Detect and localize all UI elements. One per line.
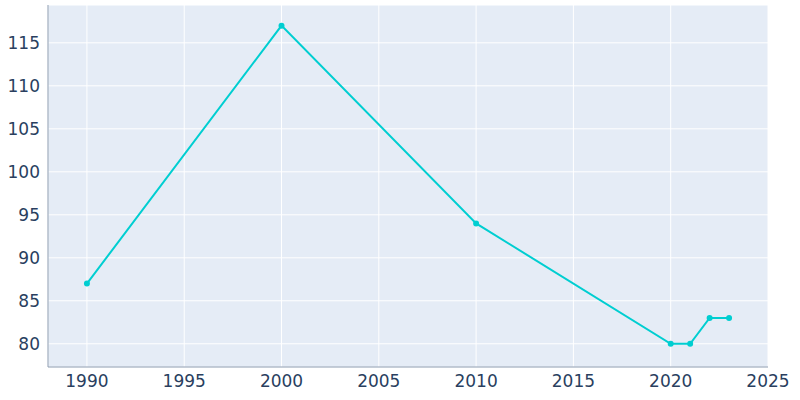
svg-text:2000: 2000 <box>260 371 303 391</box>
svg-text:2005: 2005 <box>357 371 400 391</box>
svg-text:2020: 2020 <box>649 371 692 391</box>
svg-text:1990: 1990 <box>65 371 108 391</box>
svg-text:105: 105 <box>8 119 40 139</box>
svg-text:80: 80 <box>18 334 40 354</box>
svg-text:2010: 2010 <box>454 371 497 391</box>
svg-text:90: 90 <box>18 248 40 268</box>
svg-text:115: 115 <box>8 33 40 53</box>
svg-text:85: 85 <box>18 291 40 311</box>
svg-text:100: 100 <box>8 162 40 182</box>
svg-text:95: 95 <box>18 205 40 225</box>
svg-text:1995: 1995 <box>163 371 206 391</box>
svg-text:2025: 2025 <box>746 371 789 391</box>
svg-text:2015: 2015 <box>552 371 595 391</box>
svg-text:110: 110 <box>8 76 40 96</box>
